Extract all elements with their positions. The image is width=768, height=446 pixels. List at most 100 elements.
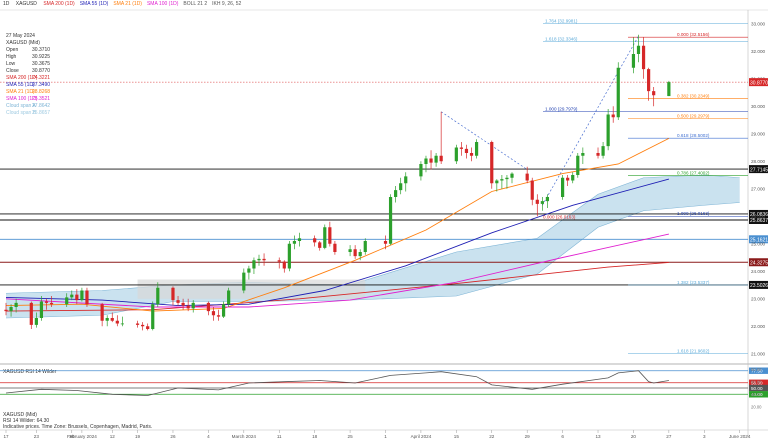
time-tick-label: June 2024	[729, 434, 751, 439]
candle-body	[581, 153, 585, 156]
info-row-label: Open	[6, 47, 19, 53]
info-row-label: Low	[6, 61, 16, 67]
candle-body	[571, 175, 575, 181]
candle-body	[525, 173, 529, 181]
candle-body	[186, 305, 190, 309]
candle-body	[616, 67, 620, 118]
candle-body	[39, 301, 44, 318]
rsi-tick-label: 80.00	[751, 367, 762, 372]
candle-body	[459, 147, 463, 149]
info-row: Open 30.3710	[6, 47, 50, 54]
candle-body	[348, 249, 352, 252]
candle-body	[474, 142, 479, 156]
candle-body	[110, 318, 114, 321]
candle-body	[75, 294, 79, 301]
ichimoku-cloud	[6, 175, 740, 318]
info-row-value: 27.8642	[32, 103, 51, 109]
price-tag-label: 27.7145	[750, 167, 768, 173]
candle-body	[641, 45, 646, 70]
info-row-value: 24.3221	[32, 75, 51, 81]
info-row: Cloud span B25.8657	[6, 110, 50, 117]
time-tick-label: 20	[631, 434, 637, 439]
symbol-label[interactable]: XAGUSD	[15, 1, 37, 7]
info-symbol: XAGUSD (Mid)	[6, 40, 40, 46]
candle-body	[566, 177, 570, 181]
candle-body	[151, 304, 155, 329]
price-tick-label: 23.000	[751, 297, 765, 302]
candle-body	[363, 241, 367, 252]
candle-body	[242, 272, 246, 291]
fibonacci-label: 1.618 (21.9602)	[677, 349, 710, 354]
info-row: SMA 100 (1D)25.3521	[6, 96, 50, 103]
fibonacci-label: 1.000 (26.0163)	[677, 211, 710, 216]
candle-body	[535, 199, 539, 204]
time-tick-label: 11	[277, 434, 282, 439]
price-tick-label: 21.000	[751, 352, 765, 357]
time-tick-label: 18	[312, 434, 318, 439]
candle-body	[596, 153, 600, 156]
price-tag-label: 25.1621	[750, 237, 768, 243]
info-row-label: Cloud span A	[6, 103, 36, 109]
candle-body	[206, 302, 210, 312]
footer-title: XAGUSD (Mid)	[3, 412, 37, 418]
candle-body	[313, 238, 317, 243]
time-tick-label: 12	[110, 434, 116, 439]
candle-body	[156, 287, 160, 305]
time-tick-label: 22	[489, 434, 495, 439]
info-row: Close 30.8770	[6, 68, 50, 75]
time-tick-label: 19	[135, 434, 141, 439]
footer-note: Indicative prices. Time Zone: Brussels, …	[3, 424, 153, 430]
timeframe-label[interactable]: 1D	[3, 1, 10, 7]
moving-average-line	[5, 137, 670, 312]
footer-rsi: RSI 14 Wilder: 64.30	[3, 418, 50, 424]
candle-body	[297, 238, 302, 241]
candle-body	[490, 142, 494, 184]
current-price-tag-bg	[749, 78, 768, 87]
candle-body	[135, 323, 140, 325]
price-tick-label: 27.000	[751, 187, 765, 192]
header-indicator-5[interactable]: IKH 9, 26, 52	[212, 1, 242, 7]
time-tick-label: 27	[666, 434, 672, 439]
candle-body	[120, 323, 124, 325]
price-tag-bg	[749, 209, 768, 218]
candle-body	[176, 300, 180, 303]
info-row-label: Close	[6, 68, 19, 74]
time-tick-label: March 2024	[232, 434, 257, 439]
candle-body	[181, 302, 185, 306]
candle-body	[323, 227, 327, 248]
header-indicator-1[interactable]: SMA 55 (1D)	[79, 1, 109, 7]
info-row-label: SMA 21 (1D)	[6, 89, 35, 95]
candle-body	[292, 241, 297, 244]
price-tag-label: 25.8637	[750, 218, 768, 224]
price-tag-label: 24.3275	[750, 260, 768, 266]
header-indicator-3[interactable]: SMA 100 (1D)	[146, 1, 179, 7]
candle-body	[404, 176, 408, 184]
info-row-value: 30.3710	[32, 47, 51, 53]
header-indicator-4[interactable]: BOLL 21 2	[183, 1, 208, 7]
candle-body	[34, 318, 38, 325]
price-tag-bg	[749, 235, 768, 244]
candle-body	[469, 153, 474, 156]
fibonacci-label: 0.500 (29.2979)	[677, 113, 710, 118]
candle-body	[383, 241, 388, 244]
candle-body	[464, 148, 469, 153]
moving-average-line	[5, 261, 669, 312]
info-row-value: 25.8657	[32, 110, 51, 116]
candle-body	[328, 227, 332, 244]
info-row-label: High	[6, 54, 17, 60]
candle-body	[561, 177, 565, 197]
rsi-title: XAGUSD RSI 14 Wilder	[3, 369, 57, 375]
price-tick-label: 28.000	[751, 159, 765, 164]
candle-body	[606, 114, 610, 147]
price-tick-label: 33.000	[751, 22, 765, 27]
candle-body	[262, 258, 266, 261]
price-tick-label: 26.000	[751, 214, 765, 219]
price-tick-label: 25.000	[751, 242, 765, 247]
rsi-level-tag: 58.30	[751, 381, 763, 386]
header-indicator-0[interactable]: SMA 200 (1D)	[43, 1, 75, 7]
header-indicator-2[interactable]: SMA 21 (1D)	[113, 1, 142, 7]
info-row-value: 27.3490	[32, 82, 51, 88]
candle-body	[358, 252, 362, 257]
cloud-span-b	[5, 202, 740, 319]
